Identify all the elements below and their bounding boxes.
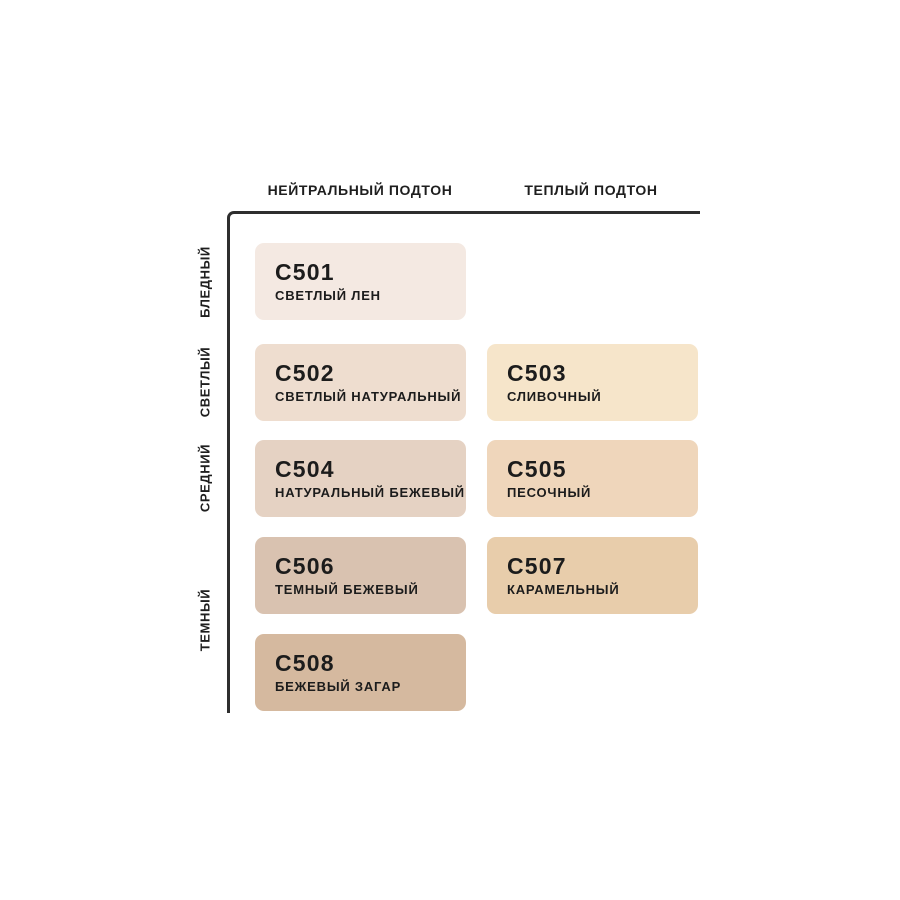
shade-name: НАТУРАЛЬНЫЙ БЕЖЕВЫЙ: [275, 485, 465, 500]
shade-code: C506: [275, 552, 335, 579]
shade-swatch-c503: C503 СЛИВОЧНЫЙ: [487, 344, 698, 421]
shade-swatch-c504: C504 НАТУРАЛЬНЫЙ БЕЖЕВЫЙ: [255, 440, 466, 517]
shade-swatch-c506: C506 ТЕМНЫЙ БЕЖЕВЫЙ: [255, 537, 466, 614]
shade-name: КАРАМЕЛЬНЫЙ: [507, 582, 620, 597]
shade-name: СВЕТЛЫЙ ЛЕН: [275, 288, 381, 303]
shade-code: C501: [275, 258, 335, 285]
shade-name: ПЕСОЧНЫЙ: [507, 485, 592, 500]
row-label-light: СВЕТЛЫЙ: [197, 346, 213, 418]
shade-code: C505: [507, 455, 567, 482]
column-header-neutral-undertone: НЕЙТРАЛЬНЫЙ ПОДТОН: [267, 182, 453, 198]
shade-code: C503: [507, 359, 567, 386]
shade-code: C502: [275, 359, 335, 386]
shade-code: C504: [275, 455, 335, 482]
shade-name: ТЕМНЫЙ БЕЖЕВЫЙ: [275, 582, 419, 597]
shade-code: C507: [507, 552, 567, 579]
axis-lines: [227, 211, 700, 713]
column-header-warm-undertone: ТЕПЛЫЙ ПОДТОН: [524, 182, 658, 198]
shade-name: СВЕТЛЫЙ НАТУРАЛЬНЫЙ: [275, 389, 462, 404]
shade-swatch-c505: C505 ПЕСОЧНЫЙ: [487, 440, 698, 517]
shade-swatch-c508: C508 БЕЖЕВЫЙ ЗАГАР: [255, 634, 466, 711]
shade-swatch-c502: C502 СВЕТЛЫЙ НАТУРАЛЬНЫЙ: [255, 344, 466, 421]
shade-swatch-c501: C501 СВЕТЛЫЙ ЛЕН: [255, 243, 466, 320]
shade-name: СЛИВОЧНЫЙ: [507, 389, 602, 404]
shade-swatch-c507: C507 КАРАМЕЛЬНЫЙ: [487, 537, 698, 614]
row-label-pale: БЛЕДНЫЙ: [197, 246, 213, 318]
shade-name: БЕЖЕВЫЙ ЗАГАР: [275, 679, 402, 694]
row-label-medium: СРЕДНИЙ: [197, 443, 213, 513]
row-label-dark: ТЕМНЫЙ: [197, 588, 213, 652]
shade-code: C508: [275, 649, 335, 676]
